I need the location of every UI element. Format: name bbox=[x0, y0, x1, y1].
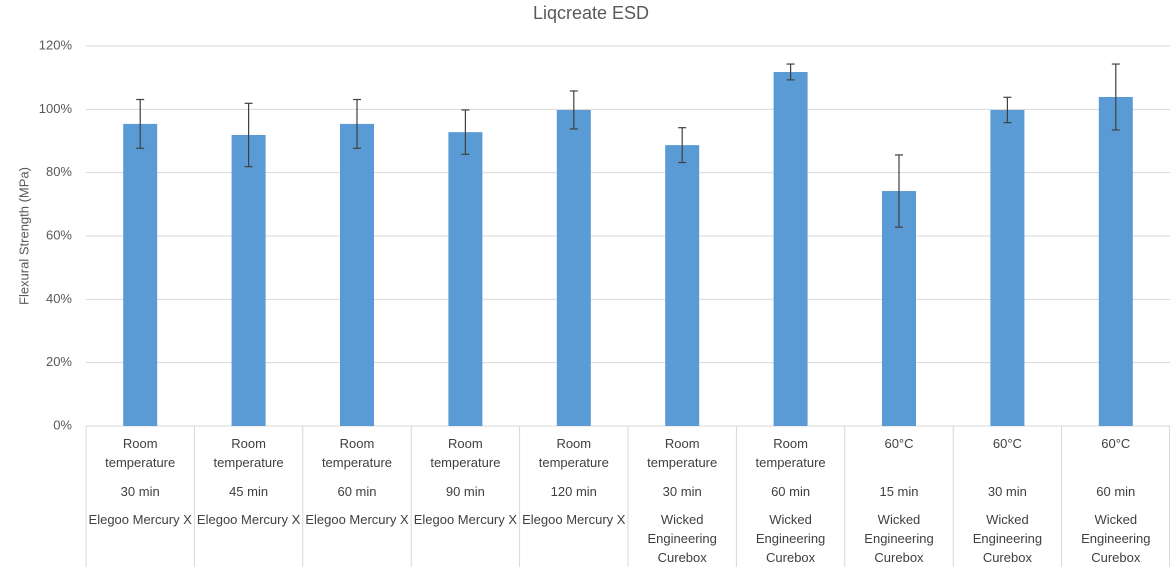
x-category-label: Room temperature bbox=[755, 436, 826, 470]
x-category-label: 30 min bbox=[662, 484, 702, 499]
y-tick-label: 120% bbox=[39, 37, 73, 52]
bar bbox=[773, 71, 808, 426]
bar bbox=[123, 123, 158, 427]
x-category-label: Elegoo Mercury X bbox=[413, 512, 518, 527]
x-category-label: 60 min bbox=[337, 484, 377, 499]
x-category-label: Wicked Engineering Curebox bbox=[864, 512, 934, 565]
bar bbox=[665, 145, 700, 426]
x-category-label: 90 min bbox=[445, 484, 485, 499]
bar bbox=[1098, 96, 1133, 426]
x-category-label: Room temperature bbox=[538, 436, 609, 470]
x-category-label: Room temperature bbox=[647, 436, 718, 470]
x-category-label: Room temperature bbox=[430, 436, 501, 470]
y-tick-label: 60% bbox=[46, 227, 72, 242]
y-axis-title: Flexural Strength (MPa) bbox=[16, 167, 31, 305]
y-tick-label: 0% bbox=[53, 417, 72, 432]
x-category-label: 60°C bbox=[992, 436, 1022, 451]
bar bbox=[448, 132, 483, 426]
x-category-label: Wicked Engineering Curebox bbox=[972, 512, 1043, 565]
y-tick-label: 100% bbox=[39, 101, 73, 116]
x-category-label: Wicked Engineering Curebox bbox=[647, 512, 717, 565]
y-tick-label: 40% bbox=[46, 291, 72, 306]
x-category-label: 45 min bbox=[229, 484, 269, 499]
x-category-label: 60°C bbox=[1101, 436, 1131, 451]
x-category-label: Elegoo Mercury X bbox=[305, 512, 409, 527]
x-category-label: Elegoo Mercury X bbox=[88, 512, 192, 527]
x-category-label: Room temperature bbox=[321, 436, 393, 470]
bar bbox=[882, 191, 916, 426]
x-category-label: Elegoo Mercury X bbox=[196, 512, 301, 527]
x-category-label: Room temperature bbox=[105, 436, 176, 470]
x-category-label: 30 min bbox=[987, 484, 1027, 499]
x-category-label: 30 min bbox=[120, 484, 160, 499]
bar bbox=[340, 123, 374, 427]
x-category-label: Room temperature bbox=[213, 436, 284, 470]
x-category-label: Elegoo Mercury X bbox=[522, 512, 626, 527]
x-category-label: Wicked Engineering Curebox bbox=[755, 512, 826, 565]
x-category-label: 120 min bbox=[550, 484, 597, 499]
x-category-label: 60 min bbox=[771, 484, 811, 499]
bar bbox=[231, 134, 266, 426]
x-category-label: 60°C bbox=[884, 436, 914, 451]
bar bbox=[990, 109, 1025, 426]
y-tick-label: 20% bbox=[46, 354, 72, 369]
x-category-label: 15 min bbox=[879, 484, 919, 499]
x-category-label: 60 min bbox=[1096, 484, 1136, 499]
x-category-label: Wicked Engineering Curebox bbox=[1081, 512, 1151, 565]
y-tick-label: 80% bbox=[46, 164, 72, 179]
bar bbox=[556, 109, 591, 426]
chart-title: Liqcreate ESD bbox=[533, 3, 649, 23]
